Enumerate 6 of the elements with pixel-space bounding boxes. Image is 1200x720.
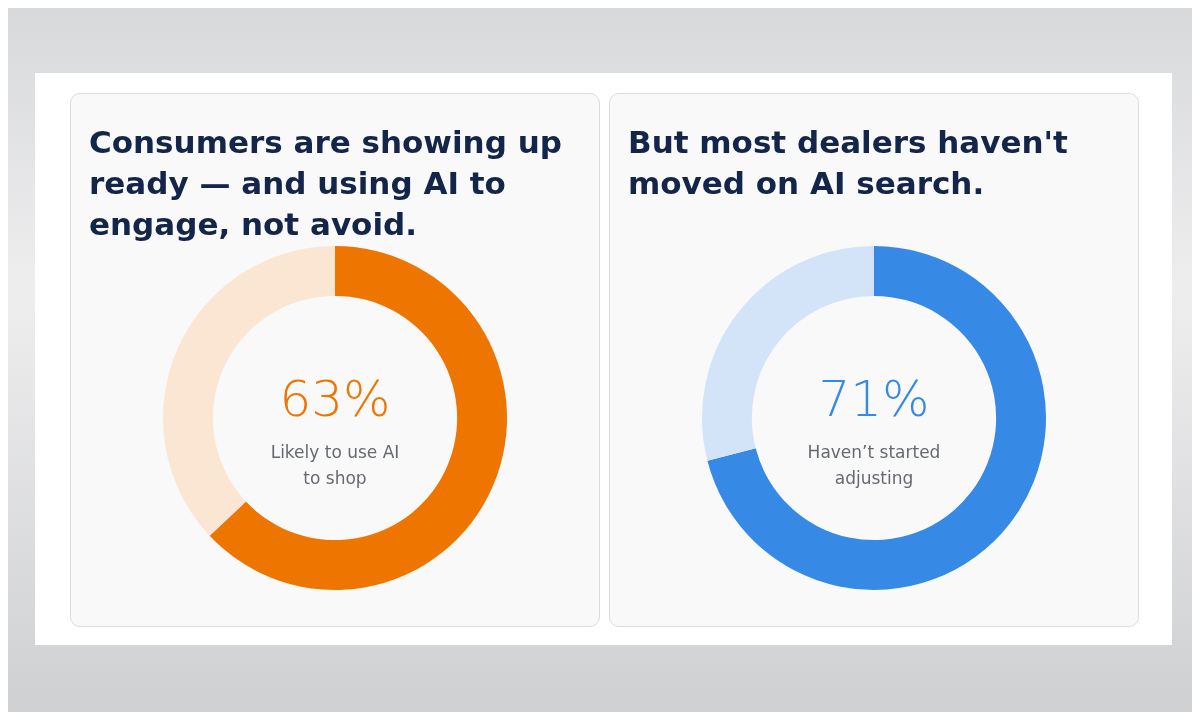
slice-label: Likely to use AI to shop (270, 442, 400, 488)
chart-title: But most dealers haven't moved on AI search. (628, 123, 1069, 203)
slice-label: Haven’t started adjusting (807, 442, 941, 488)
chart-title: Consumers are showing up ready — and using AI to engage, not avoid. (89, 123, 563, 244)
data-label: 63% (279, 370, 391, 428)
data-label: 71% (818, 370, 930, 428)
